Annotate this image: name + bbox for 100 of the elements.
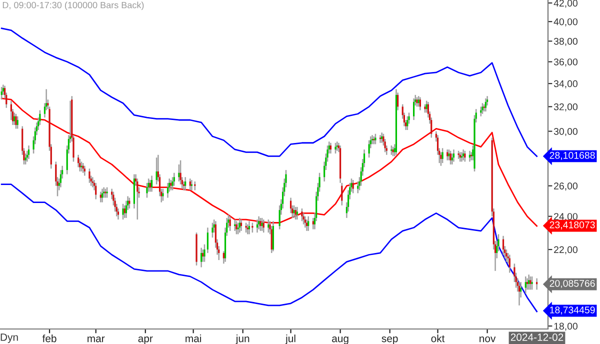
candlestick bbox=[440, 152, 442, 166]
candlestick bbox=[240, 218, 242, 232]
annotation: 18,734459 bbox=[550, 306, 595, 315]
candlestick bbox=[374, 133, 376, 145]
candlestick bbox=[412, 98, 415, 121]
candlestick bbox=[302, 212, 304, 225]
candlestick bbox=[371, 134, 374, 145]
candlestick bbox=[194, 180, 196, 191]
candlestick bbox=[104, 188, 106, 198]
y-tick-label: 30,00 bbox=[554, 128, 578, 136]
candlestick bbox=[418, 95, 420, 108]
candlestick bbox=[172, 176, 174, 191]
candlestick bbox=[180, 160, 182, 185]
y-tick-label: 22,00 bbox=[554, 246, 578, 254]
y-tick-label: 18,00 bbox=[554, 322, 578, 331]
candlestick bbox=[341, 182, 343, 206]
candlestick bbox=[16, 116, 18, 130]
candlestick bbox=[452, 148, 455, 162]
x-tick-label: mar bbox=[88, 336, 105, 342]
candlestick bbox=[10, 100, 12, 121]
candlestick bbox=[442, 148, 444, 164]
candlestick bbox=[101, 188, 104, 203]
candlestick bbox=[15, 113, 17, 130]
text: Dyn bbox=[0, 334, 18, 343]
candlestick bbox=[190, 179, 193, 191]
x-tick-label: jun bbox=[236, 334, 250, 344]
line-series bbox=[0, 28, 538, 157]
chart-title: D, 09:00-17:30 (100000 Bars Back) bbox=[2, 2, 144, 10]
y-tick-label: 24,00 bbox=[554, 213, 578, 222]
x-tick-label: feb bbox=[42, 334, 56, 342]
candlestick bbox=[28, 144, 30, 160]
annotation: 28,101688 bbox=[550, 152, 595, 160]
x-tick-label: okt bbox=[431, 334, 445, 342]
candlestick bbox=[526, 278, 528, 290]
candlestick bbox=[206, 227, 208, 254]
x-tick-label: apr bbox=[138, 336, 153, 344]
candlestick bbox=[88, 168, 90, 184]
candlestick bbox=[390, 144, 392, 156]
candlestick bbox=[294, 206, 296, 220]
candlestick bbox=[306, 218, 308, 232]
candlestick bbox=[237, 222, 239, 235]
x-tick-label: sep bbox=[382, 336, 398, 344]
candlestick bbox=[530, 276, 532, 290]
y-tick-label: 38,00 bbox=[554, 38, 578, 46]
candlestick bbox=[406, 116, 408, 131]
y-tick-label: 32,00 bbox=[554, 103, 578, 112]
y-tick-label: 34,00 bbox=[554, 80, 578, 88]
candlestick bbox=[100, 191, 102, 203]
candlestick bbox=[502, 235, 504, 256]
y-tick-label: 42,00 bbox=[554, 0, 578, 8]
candlestick bbox=[261, 217, 263, 232]
candlestick bbox=[424, 104, 426, 114]
candlestick bbox=[334, 142, 336, 154]
candlestick bbox=[0, 86, 2, 100]
candlestick bbox=[464, 150, 466, 162]
candlestick bbox=[229, 216, 231, 232]
candlestick bbox=[106, 186, 108, 198]
candlestick bbox=[379, 134, 382, 144]
candlestick bbox=[368, 140, 370, 158]
candlestick bbox=[245, 222, 247, 234]
annotation: 23,418073 bbox=[550, 221, 595, 230]
candlestick bbox=[122, 203, 124, 220]
y-tick-label: 26,00 bbox=[554, 182, 578, 191]
candlestick bbox=[352, 179, 354, 194]
x-tick-label: jul bbox=[285, 334, 296, 344]
x-tick-label: aug bbox=[332, 336, 348, 344]
candlestick bbox=[184, 176, 186, 191]
candlestick bbox=[482, 102, 484, 114]
candlestick bbox=[308, 216, 310, 232]
candlestick bbox=[260, 217, 262, 232]
line-series bbox=[0, 98, 538, 227]
line-series bbox=[0, 184, 538, 312]
candlestick bbox=[460, 152, 463, 162]
candlestick bbox=[182, 180, 185, 191]
candlestick bbox=[77, 154, 80, 168]
candlestick bbox=[450, 150, 452, 166]
x-tick-label: mai bbox=[186, 334, 202, 342]
candlestick bbox=[426, 100, 428, 114]
candlestick bbox=[536, 278, 538, 290]
y-tick-label: 40,00 bbox=[554, 18, 578, 26]
candlestick bbox=[189, 178, 191, 191]
candlestick bbox=[290, 197, 292, 214]
text: 2024-12-02 bbox=[510, 334, 564, 341]
candlestick bbox=[196, 232, 198, 266]
candlestick bbox=[301, 208, 303, 222]
candlestick bbox=[458, 150, 460, 160]
candlestick bbox=[524, 276, 526, 294]
candlestick bbox=[60, 169, 62, 188]
candlestick bbox=[236, 220, 238, 235]
candlestick bbox=[392, 146, 394, 157]
x-tick-label: nov bbox=[480, 336, 496, 342]
candlestick bbox=[212, 222, 214, 238]
annotation: 20,085766 bbox=[550, 280, 595, 288]
candlestick bbox=[330, 142, 332, 154]
candlestick bbox=[117, 208, 120, 220]
candlestick bbox=[125, 200, 128, 219]
candlestick bbox=[248, 220, 250, 235]
y-tick-label: 36,00 bbox=[554, 58, 578, 67]
candlestick bbox=[150, 175, 153, 192]
candlestick bbox=[146, 182, 148, 198]
